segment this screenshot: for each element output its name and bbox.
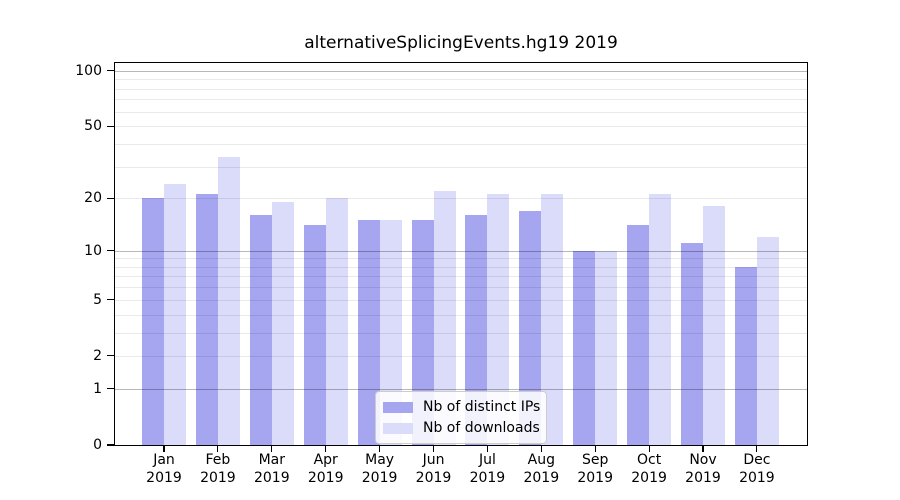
x-tick-label-jan: Jan 2019 bbox=[146, 452, 182, 486]
x-tick-label-mar: Mar 2019 bbox=[253, 452, 290, 486]
x-tick-label-may: May 2019 bbox=[361, 452, 398, 486]
gridline-y-40 bbox=[115, 143, 807, 145]
gridline-y-90 bbox=[115, 79, 807, 81]
legend-item-distinct-ips: Nb of distinct IPs bbox=[383, 399, 541, 415]
gridline-y-8 bbox=[115, 266, 807, 268]
y-tick-label-5: 5 bbox=[93, 291, 102, 308]
x-tick-mar bbox=[271, 446, 273, 452]
plot-area: Nb of distinct IPs Nb of downloads bbox=[114, 62, 808, 446]
bar-distinct-ips-aug bbox=[519, 210, 542, 445]
bar-downloads-oct bbox=[649, 194, 672, 445]
x-tick-label-feb: Feb 2019 bbox=[200, 452, 236, 486]
bar-distinct-ips-sep bbox=[573, 250, 596, 445]
x-tick-label-sep: Sep 2019 bbox=[577, 452, 613, 486]
y-tick-50 bbox=[107, 125, 114, 127]
x-tick-may bbox=[379, 446, 381, 452]
gridline-y-5 bbox=[115, 299, 807, 301]
x-tick-jan bbox=[163, 446, 165, 452]
legend-swatch-distinct-ips bbox=[383, 401, 413, 413]
x-tick-label-aug: Aug 2019 bbox=[523, 452, 560, 486]
x-tick-label-apr: Apr 2019 bbox=[307, 452, 344, 486]
y-tick-label-20: 20 bbox=[84, 190, 102, 207]
y-tick-20 bbox=[107, 197, 114, 199]
gridline-y-80 bbox=[115, 88, 807, 90]
bar-downloads-apr bbox=[325, 198, 348, 445]
bar-distinct-ips-oct bbox=[627, 225, 650, 445]
bar-downloads-may bbox=[379, 220, 402, 445]
x-tick-dec bbox=[756, 446, 758, 452]
gridline-y-1 bbox=[115, 388, 807, 390]
gridline-y-2 bbox=[115, 355, 807, 357]
bar-downloads-jan bbox=[164, 183, 186, 445]
bar-distinct-ips-apr bbox=[303, 225, 326, 445]
x-tick-sep bbox=[594, 446, 596, 452]
bar-distinct-ips-may bbox=[357, 220, 380, 445]
gridline-y-6 bbox=[115, 287, 807, 289]
legend-swatch-downloads bbox=[383, 422, 413, 434]
y-tick-5 bbox=[107, 299, 114, 301]
y-tick-100 bbox=[107, 70, 114, 72]
bar-distinct-ips-jun bbox=[411, 220, 434, 445]
y-tick-label-2: 2 bbox=[93, 347, 102, 364]
legend-label-distinct-ips: Nb of distinct IPs bbox=[423, 399, 541, 415]
y-tick-1 bbox=[107, 388, 114, 390]
chart-title: alternativeSplicingEvents.hg19 2019 bbox=[304, 33, 618, 53]
y-tick-label-100: 100 bbox=[75, 62, 102, 79]
gridline-y-70 bbox=[115, 99, 807, 101]
bar-downloads-jul bbox=[487, 194, 510, 445]
x-tick-nov bbox=[702, 446, 704, 452]
bar-downloads-aug bbox=[541, 194, 564, 445]
x-tick-jul bbox=[486, 446, 488, 452]
gridline-y-4 bbox=[115, 314, 807, 316]
y-tick-10 bbox=[107, 249, 114, 252]
x-tick-feb bbox=[217, 446, 219, 452]
gridline-y-9 bbox=[115, 258, 807, 260]
bar-distinct-ips-nov bbox=[681, 243, 703, 445]
bar-downloads-feb bbox=[217, 156, 240, 445]
y-tick-label-0: 0 bbox=[93, 437, 102, 453]
bar-downloads-dec bbox=[756, 237, 779, 445]
x-tick-label-nov: Nov 2019 bbox=[685, 452, 721, 486]
y-tick-2 bbox=[107, 355, 114, 357]
x-tick-jun bbox=[432, 446, 435, 452]
bar-distinct-ips-feb bbox=[195, 194, 218, 445]
x-tick-label-dec: Dec 2019 bbox=[739, 452, 775, 486]
gridline-y-3 bbox=[115, 332, 807, 334]
y-tick-label-10: 10 bbox=[84, 242, 102, 259]
gridline-y-30 bbox=[115, 166, 807, 168]
gridline-y-100 bbox=[115, 70, 807, 72]
gridline-y-20 bbox=[115, 198, 807, 200]
x-tick-apr bbox=[325, 446, 327, 452]
bar-downloads-jun bbox=[433, 190, 456, 445]
y-tick-label-50: 50 bbox=[84, 118, 102, 135]
bar-downloads-sep bbox=[595, 250, 618, 445]
gridline-y-60 bbox=[115, 111, 807, 113]
bar-distinct-ips-mar bbox=[249, 215, 272, 445]
x-tick-oct bbox=[648, 446, 650, 452]
x-tick-label-jun: Jun 2019 bbox=[415, 452, 452, 486]
bar-downloads-mar bbox=[271, 202, 294, 445]
x-tick-label-jul: Jul 2019 bbox=[469, 452, 506, 486]
gridline-y-10 bbox=[115, 250, 807, 252]
y-tick-0 bbox=[107, 444, 114, 446]
gridline-y-50 bbox=[115, 126, 807, 128]
y-tick-label-1: 1 bbox=[93, 380, 102, 397]
bar-distinct-ips-jul bbox=[465, 215, 488, 445]
legend-label-downloads: Nb of downloads bbox=[423, 420, 540, 436]
legend: Nb of distinct IPs Nb of downloads bbox=[375, 391, 547, 444]
gridline-y-7 bbox=[115, 276, 807, 278]
legend-item-downloads: Nb of downloads bbox=[383, 420, 540, 436]
bar-downloads-nov bbox=[703, 206, 725, 445]
x-tick-aug bbox=[540, 446, 542, 452]
bar-distinct-ips-dec bbox=[734, 266, 757, 445]
bar-distinct-ips-jan bbox=[142, 198, 164, 445]
x-tick-label-oct: Oct 2019 bbox=[631, 452, 667, 486]
